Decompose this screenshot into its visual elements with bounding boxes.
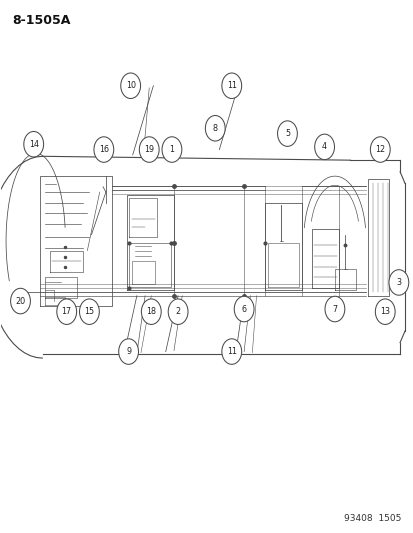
Circle shape bbox=[94, 137, 114, 163]
Text: 93408  1505: 93408 1505 bbox=[343, 514, 400, 523]
Text: 4: 4 bbox=[321, 142, 326, 151]
Text: 10: 10 bbox=[126, 81, 135, 90]
Text: 20: 20 bbox=[15, 296, 26, 305]
Circle shape bbox=[121, 73, 140, 99]
Text: 8: 8 bbox=[212, 124, 217, 133]
Text: 17: 17 bbox=[62, 307, 71, 316]
Text: 8-1505A: 8-1505A bbox=[12, 14, 71, 27]
Circle shape bbox=[234, 296, 254, 322]
Text: 9: 9 bbox=[126, 347, 131, 356]
Circle shape bbox=[141, 299, 161, 325]
Circle shape bbox=[168, 299, 188, 325]
Text: 7: 7 bbox=[332, 304, 337, 313]
Circle shape bbox=[388, 270, 408, 295]
Text: 1: 1 bbox=[169, 145, 174, 154]
Text: 13: 13 bbox=[379, 307, 389, 316]
Circle shape bbox=[11, 288, 30, 314]
Text: 2: 2 bbox=[175, 307, 180, 316]
Text: 15: 15 bbox=[84, 307, 94, 316]
Circle shape bbox=[375, 299, 394, 325]
Text: 6: 6 bbox=[241, 304, 246, 313]
Circle shape bbox=[57, 299, 76, 325]
Circle shape bbox=[119, 339, 138, 365]
Text: 11: 11 bbox=[226, 347, 236, 356]
Circle shape bbox=[205, 116, 225, 141]
Text: 18: 18 bbox=[146, 307, 156, 316]
Text: 12: 12 bbox=[374, 145, 385, 154]
Circle shape bbox=[161, 137, 181, 163]
Text: 3: 3 bbox=[395, 278, 400, 287]
Circle shape bbox=[79, 299, 99, 325]
Circle shape bbox=[139, 137, 159, 163]
Circle shape bbox=[370, 137, 389, 163]
Text: 14: 14 bbox=[28, 140, 38, 149]
Circle shape bbox=[221, 73, 241, 99]
Circle shape bbox=[314, 134, 334, 160]
Circle shape bbox=[277, 121, 297, 147]
Circle shape bbox=[24, 132, 43, 157]
Text: 5: 5 bbox=[284, 129, 290, 138]
Circle shape bbox=[324, 296, 344, 322]
Text: 19: 19 bbox=[144, 145, 154, 154]
Text: 11: 11 bbox=[226, 81, 236, 90]
Circle shape bbox=[221, 339, 241, 365]
Text: 16: 16 bbox=[99, 145, 109, 154]
